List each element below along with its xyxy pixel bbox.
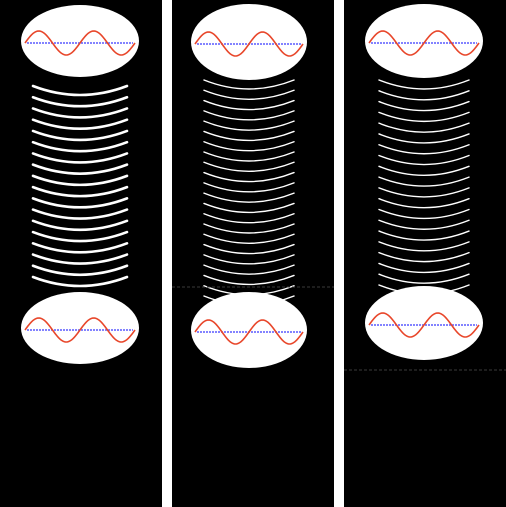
- curved-line: [203, 151, 295, 162]
- top-ellipse-wave-icon: [365, 4, 483, 78]
- curved-line: [378, 90, 470, 101]
- curved-line: [31, 275, 129, 288]
- curved-lines: [378, 79, 470, 295]
- curved-line: [31, 174, 129, 187]
- bottom-ellipse-wave-icon: [365, 286, 483, 360]
- curved-line: [203, 243, 295, 255]
- curved-line: [203, 223, 295, 234]
- curved-line: [203, 233, 295, 244]
- curved-line: [378, 154, 470, 166]
- ellipse-shape: [365, 4, 483, 78]
- curved-line: [203, 89, 295, 100]
- curved-line: [31, 208, 129, 220]
- top-ellipse-wave-icon: [191, 4, 307, 80]
- bottom-ellipse-wave-icon: [21, 292, 139, 364]
- panel-background: [344, 0, 506, 507]
- curved-line: [378, 219, 470, 230]
- curved-line: [378, 122, 470, 133]
- curved-line: [203, 99, 295, 111]
- curved-line: [203, 254, 295, 265]
- curved-lines: [203, 79, 295, 306]
- curved-line: [31, 140, 129, 153]
- curved-line: [203, 171, 295, 183]
- curved-line: [378, 273, 470, 284]
- sine-wave: [194, 319, 304, 345]
- ellipse-shape: [191, 292, 307, 368]
- curved-line: [31, 197, 129, 209]
- panel-middle: [172, 0, 334, 507]
- curved-line: [31, 163, 129, 175]
- ellipse-shape: [191, 4, 307, 80]
- sine-wave: [194, 31, 304, 57]
- ellipse-shape: [21, 5, 139, 77]
- sine-wave: [24, 317, 136, 343]
- curved-line: [203, 161, 295, 172]
- panel-right: [344, 0, 506, 507]
- curved-line: [31, 84, 129, 97]
- curved-line: [31, 118, 129, 131]
- sine-wave: [368, 30, 480, 56]
- curved-line: [203, 274, 295, 286]
- curved-line: [378, 197, 470, 209]
- curved-line: [203, 120, 295, 131]
- curved-line: [203, 141, 295, 152]
- ellipse-shape: [21, 292, 139, 364]
- sine-wave: [24, 30, 136, 56]
- curved-line: [203, 264, 295, 275]
- curved-line: [31, 95, 129, 108]
- curved-line: [203, 192, 295, 203]
- curved-line: [378, 100, 470, 112]
- curved-line: [378, 111, 470, 123]
- curved-line: [378, 133, 470, 144]
- curved-line: [31, 107, 129, 119]
- curved-line: [31, 152, 129, 164]
- curved-lines: [31, 84, 129, 288]
- curved-line: [378, 262, 470, 274]
- curved-line: [203, 202, 295, 214]
- curved-line: [31, 241, 129, 254]
- panel-left: [0, 0, 162, 507]
- curved-line: [31, 129, 129, 142]
- ellipse-shape: [365, 286, 483, 360]
- curved-line: [31, 264, 129, 277]
- curved-line: [31, 185, 129, 198]
- curved-line: [378, 241, 470, 252]
- curved-line: [203, 130, 295, 142]
- curved-line: [378, 165, 470, 177]
- sine-wave: [368, 312, 480, 338]
- curved-line: [203, 213, 295, 224]
- curved-line: [378, 230, 470, 241]
- curved-line: [378, 144, 470, 155]
- curved-line: [31, 253, 129, 265]
- curved-line: [203, 79, 295, 90]
- curved-line: [378, 187, 470, 198]
- curved-line: [31, 219, 129, 232]
- curved-line: [203, 110, 295, 121]
- curved-line: [31, 230, 129, 243]
- curved-line: [378, 208, 470, 220]
- curved-line: [378, 176, 470, 187]
- top-ellipse-wave-icon: [21, 5, 139, 77]
- bottom-ellipse-wave-icon: [191, 292, 307, 368]
- curved-line: [203, 182, 295, 193]
- curved-line: [378, 79, 470, 90]
- curved-line: [378, 251, 470, 263]
